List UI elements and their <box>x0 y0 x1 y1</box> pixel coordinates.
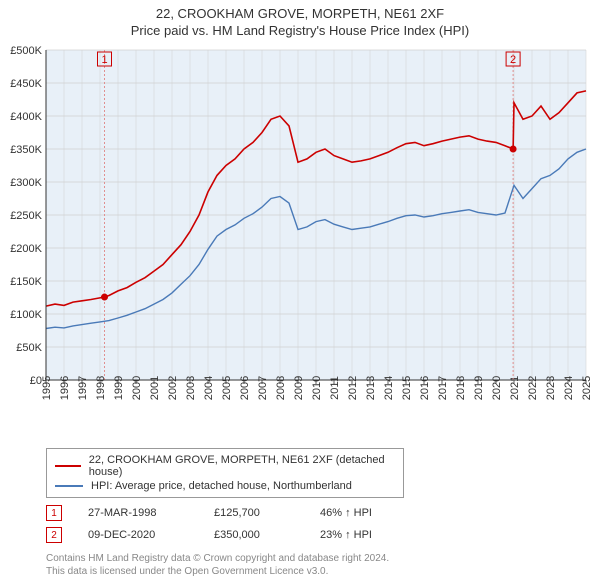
legend-item: 22, CROOKHAM GROVE, MORPETH, NE61 2XF (d… <box>55 453 395 479</box>
chart-subtitle: Price paid vs. HM Land Registry's House … <box>0 21 600 42</box>
svg-text:1997: 1997 <box>77 376 89 400</box>
transaction-price: £125,700 <box>214 507 294 519</box>
svg-text:£250K: £250K <box>10 210 42 222</box>
svg-text:2001: 2001 <box>149 376 161 400</box>
svg-text:£200K: £200K <box>10 243 42 255</box>
svg-text:1995: 1995 <box>41 376 53 400</box>
svg-text:£400K: £400K <box>10 111 42 123</box>
svg-text:£450K: £450K <box>10 78 42 90</box>
svg-text:£100K: £100K <box>10 309 42 321</box>
legend-label: HPI: Average price, detached house, Nort… <box>91 480 352 492</box>
svg-text:2012: 2012 <box>347 376 359 400</box>
svg-text:2: 2 <box>510 54 516 66</box>
transaction-hpi: 46% ↑ HPI <box>320 507 400 519</box>
chart-container: 22, CROOKHAM GROVE, MORPETH, NE61 2XF Pr… <box>0 0 600 578</box>
transaction-marker: 1 <box>46 505 62 521</box>
footer-line-2: This data is licensed under the Open Gov… <box>46 565 588 578</box>
svg-text:1999: 1999 <box>113 376 125 400</box>
transaction-row: 2 09-DEC-2020 £350,000 23% ↑ HPI <box>46 524 588 546</box>
svg-text:2023: 2023 <box>545 376 557 400</box>
svg-text:2006: 2006 <box>239 376 251 400</box>
svg-text:2015: 2015 <box>401 376 413 400</box>
svg-text:2016: 2016 <box>419 376 431 400</box>
svg-text:2021: 2021 <box>509 376 521 400</box>
svg-text:2017: 2017 <box>437 376 449 400</box>
legend-label: 22, CROOKHAM GROVE, MORPETH, NE61 2XF (d… <box>89 454 395 478</box>
transactions-table: 1 27-MAR-1998 £125,700 46% ↑ HPI 2 09-DEC-202… <box>46 502 588 546</box>
transaction-hpi: 23% ↑ HPI <box>320 529 400 541</box>
legend-item: HPI: Average price, detached house, Nort… <box>55 479 395 493</box>
svg-text:1: 1 <box>101 54 107 66</box>
svg-text:2018: 2018 <box>455 376 467 400</box>
chart-title: 22, CROOKHAM GROVE, MORPETH, NE61 2XF <box>0 0 600 21</box>
svg-text:2007: 2007 <box>257 376 269 400</box>
svg-text:2000: 2000 <box>131 376 143 400</box>
line-chart-svg: £0£50K£100K£150K£200K£250K£300K£350K£400… <box>0 42 600 442</box>
svg-text:2013: 2013 <box>365 376 377 400</box>
legend: 22, CROOKHAM GROVE, MORPETH, NE61 2XF (d… <box>46 448 404 498</box>
transaction-marker: 2 <box>46 527 62 543</box>
transaction-date: 27-MAR-1998 <box>88 507 188 519</box>
svg-text:2005: 2005 <box>221 376 233 400</box>
svg-text:2008: 2008 <box>275 376 287 400</box>
transaction-price: £350,000 <box>214 529 294 541</box>
svg-text:2004: 2004 <box>203 376 215 400</box>
svg-text:£50K: £50K <box>16 342 42 354</box>
svg-text:£150K: £150K <box>10 276 42 288</box>
svg-text:2002: 2002 <box>167 376 179 400</box>
svg-text:£350K: £350K <box>10 144 42 156</box>
svg-text:£500K: £500K <box>10 45 42 57</box>
plot-area: £0£50K£100K£150K£200K£250K£300K£350K£400… <box>0 42 600 442</box>
svg-text:2009: 2009 <box>293 376 305 400</box>
svg-text:£300K: £300K <box>10 177 42 189</box>
footer-line-1: Contains HM Land Registry data © Crown c… <box>46 552 588 565</box>
footer-attribution: Contains HM Land Registry data © Crown c… <box>46 552 588 578</box>
svg-text:2025: 2025 <box>581 376 593 400</box>
svg-text:2010: 2010 <box>311 376 323 400</box>
svg-text:2024: 2024 <box>563 376 575 400</box>
svg-text:2020: 2020 <box>491 376 503 400</box>
transaction-row: 1 27-MAR-1998 £125,700 46% ↑ HPI <box>46 502 588 524</box>
svg-text:2019: 2019 <box>473 376 485 400</box>
svg-text:2022: 2022 <box>527 376 539 400</box>
svg-text:2014: 2014 <box>383 376 395 400</box>
svg-text:1998: 1998 <box>95 376 107 400</box>
legend-swatch <box>55 465 81 467</box>
svg-text:1996: 1996 <box>59 376 71 400</box>
transaction-date: 09-DEC-2020 <box>88 529 188 541</box>
svg-text:2003: 2003 <box>185 376 197 400</box>
legend-swatch <box>55 485 83 487</box>
